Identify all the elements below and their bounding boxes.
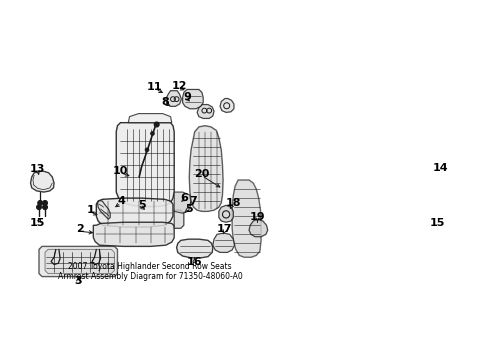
Circle shape [154,122,159,127]
Polygon shape [30,171,54,192]
Polygon shape [174,192,191,213]
Polygon shape [96,198,173,227]
Polygon shape [165,91,181,106]
Polygon shape [97,201,110,219]
Polygon shape [220,99,233,112]
Text: 14: 14 [432,163,447,173]
Polygon shape [248,219,267,237]
Circle shape [42,201,47,205]
Circle shape [430,205,435,210]
Text: 19: 19 [249,212,265,222]
Circle shape [38,201,42,205]
Text: 9: 9 [183,92,190,102]
Text: 13: 13 [30,164,45,174]
Text: 16: 16 [186,257,202,267]
Text: 4: 4 [117,196,125,206]
Circle shape [145,148,148,152]
Text: 1: 1 [86,205,94,215]
Text: 2: 2 [76,225,84,234]
Polygon shape [212,233,234,252]
Polygon shape [174,210,183,228]
Text: 5: 5 [184,204,192,214]
Polygon shape [197,104,214,118]
Polygon shape [39,246,117,276]
Text: 20: 20 [194,169,209,179]
Text: 8: 8 [162,96,169,107]
Text: 15: 15 [429,219,444,229]
Polygon shape [219,205,233,222]
Text: 10: 10 [113,166,128,176]
Text: 11: 11 [147,82,163,92]
Text: 3: 3 [74,276,82,287]
Circle shape [436,205,441,210]
Text: 7: 7 [189,196,197,206]
Polygon shape [93,222,174,246]
Text: 15: 15 [30,219,45,229]
Polygon shape [116,123,174,207]
Text: 2007 Toyota Highlander Second Row Seats
Armrest Assembly Diagram for 71350-48060: 2007 Toyota Highlander Second Row Seats … [58,262,242,282]
Circle shape [37,205,41,210]
Text: 5: 5 [138,201,145,210]
Polygon shape [426,171,450,192]
Circle shape [150,132,154,135]
Polygon shape [182,90,203,109]
Circle shape [42,205,47,210]
Text: 12: 12 [171,81,186,91]
Polygon shape [128,114,171,123]
Polygon shape [189,126,223,211]
Text: 6: 6 [180,193,187,203]
Text: 17: 17 [217,225,232,234]
Polygon shape [176,239,212,258]
Text: 18: 18 [225,198,241,208]
Polygon shape [232,180,261,257]
Polygon shape [45,249,114,274]
